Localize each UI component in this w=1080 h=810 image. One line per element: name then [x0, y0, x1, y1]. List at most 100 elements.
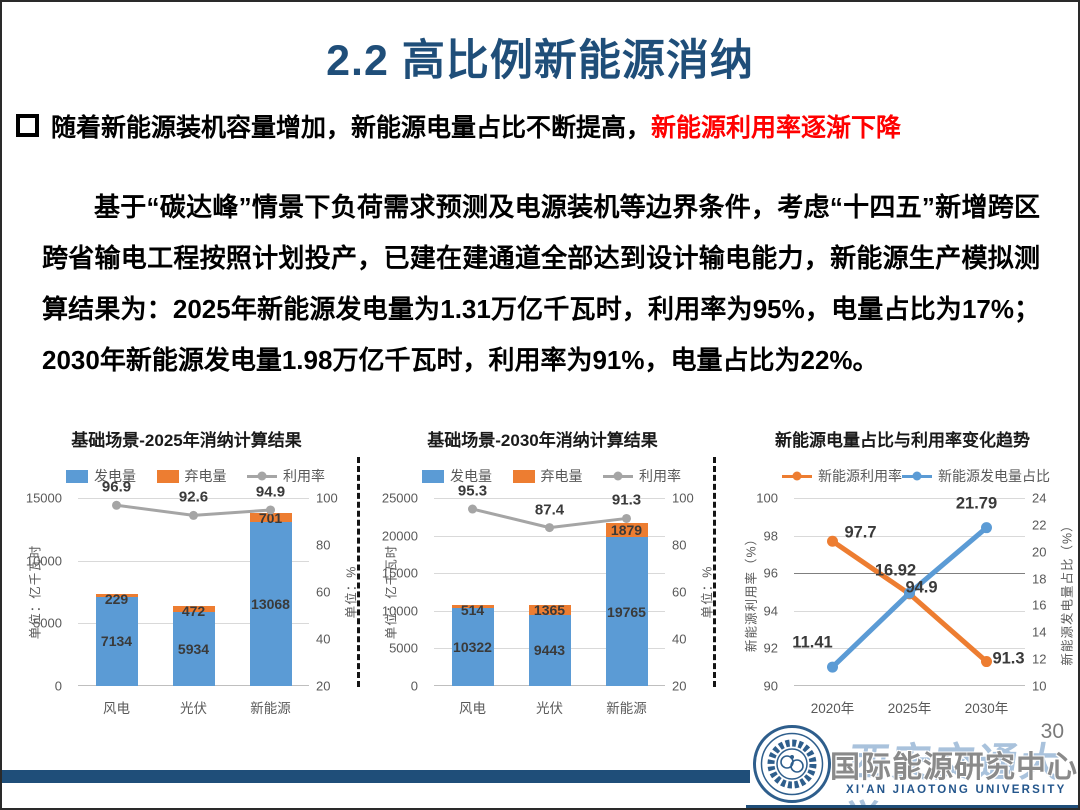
chart-title: 新能源电量占比与利用率变化趋势 [775, 431, 1030, 450]
legend-item: 新能源利用率 [782, 466, 902, 486]
left-tick-label: 92 [763, 640, 778, 656]
right-tick-label: 20 [672, 678, 687, 694]
right-tick-label: 20 [316, 678, 331, 694]
right-axis-ticks: 20 40 60 80 100 [313, 491, 355, 694]
right-tick-label: 100 [316, 490, 338, 506]
right-tick-label: 100 [672, 490, 694, 506]
bar-value-label: 1365 [533, 601, 566, 618]
legend-item: 利用率 [603, 466, 681, 486]
left-axis-ticks: 90 92 94 96 98 100 [730, 491, 786, 694]
right-tick-label: 60 [316, 584, 331, 600]
x-category-label: 光伏 [536, 701, 563, 716]
left-tick-label: 25000 [381, 490, 418, 506]
bar-value-label: 19765 [607, 603, 646, 620]
legend-label: 利用率 [283, 468, 325, 484]
dashed-divider [357, 457, 360, 687]
center-name-watermark: 国际能源研究中心 [830, 751, 1078, 784]
right-tick-label: 22 [1032, 517, 1047, 533]
plot-area: 10322 514 9443 1365 19765 1879 95.3 87.4 91.3 [434, 483, 665, 686]
legend-label: 发电量 [450, 468, 492, 484]
legend-line-swatch-icon [603, 470, 633, 483]
bar-segment [172, 611, 215, 686]
x-category-label: 新能源 [250, 701, 291, 716]
legend-item: 利用率 [247, 466, 325, 486]
line-value-label: 97.7 [844, 523, 877, 542]
chart-2025-panel: 基础场景-2025年消纳计算结果 发电量 弃电量 利用率 单位：亿千瓦时 单位：% … [14, 420, 359, 732]
left-tick-label: 90 [763, 678, 778, 694]
legend-bar-swatch-icon [66, 469, 88, 483]
chart-legend: 发电量 弃电量 利用率 [422, 466, 681, 486]
footer-bottom-accent [746, 805, 1078, 808]
bar-value-label: 514 [460, 601, 485, 618]
legend-label: 弃电量 [184, 468, 227, 484]
line-value-label: 91.3 [611, 491, 642, 509]
trend-lines [468, 504, 631, 533]
left-tick-label: 15000 [381, 565, 418, 581]
line-value-label: 96.9 [101, 478, 132, 496]
left-tick-label: 15000 [25, 490, 62, 506]
line-value-label: 94.9 [905, 578, 938, 597]
bullet-text-highlight: 新能源利用率逐渐下降 [651, 114, 902, 142]
right-axis-ticks: 10 12 14 16 18 20 22 24 [1029, 491, 1071, 694]
plot-area: 97.7 94.9 91.3 11.41 16.92 21.79 [792, 494, 1025, 686]
x-axis-labels: 风电 光伏 新能源 [434, 697, 665, 717]
x-category-label: 光伏 [180, 701, 207, 716]
body-paragraph: 基于“碳达峰”情景下负荷需求预测及电源装机等边界条件，考虑“十四五”新增跨区跨省… [42, 192, 1040, 375]
right-axis-ticks: 20 40 60 80 100 [669, 491, 711, 694]
left-tick-label: 5000 [389, 640, 418, 656]
gridline [434, 498, 665, 499]
bullet-text: 随着新能源装机容量增加，新能源电量占比不断提高， [51, 114, 652, 142]
legend-bar-swatch-icon [422, 469, 444, 483]
gridline [794, 573, 1025, 575]
right-tick-label: 20 [1032, 544, 1047, 560]
trend-lines [827, 522, 992, 673]
bar-value-label: 13068 [251, 596, 290, 613]
bar-segment [172, 605, 215, 612]
square-bullet-icon [16, 114, 39, 137]
footer-logo: 西安交通大学 国际能源研究中心 XI'AN JIAOTONG UNIVERSIT… [750, 718, 1078, 808]
bar-value-label: 5934 [177, 640, 210, 657]
bar-value-label: 472 [181, 602, 206, 619]
right-tick-label: 24 [1032, 490, 1047, 506]
x-category-label: 风电 [459, 701, 486, 716]
x-axis-labels: 风电 光伏 新能源 [78, 697, 309, 717]
bar-value-label: 7134 [100, 633, 133, 650]
line-value-label: 11.41 [792, 633, 833, 652]
line-value-label: 87.4 [534, 501, 565, 519]
x-category-label: 2025年 [887, 701, 932, 716]
x-axis-labels: 2020年 2025年 2030年 [794, 697, 1025, 717]
right-tick-label: 16 [1032, 597, 1047, 613]
legend-item: 发电量 [66, 466, 136, 486]
university-name-en: XI'AN JIAOTONG UNIVERSITY [846, 784, 1067, 796]
dashed-divider [713, 457, 716, 687]
bar-segment [95, 593, 138, 597]
legend-item: 发电量 [422, 466, 492, 486]
chart-title: 基础场景-2025年消纳计算结果 [71, 431, 302, 450]
bar-segment [451, 608, 494, 686]
legend-line-swatch-icon [782, 470, 812, 483]
right-tick-label: 80 [316, 537, 331, 553]
right-tick-label: 10 [1032, 678, 1047, 694]
bar-segment [451, 604, 494, 609]
page-title: 2.2 高比例新能源消纳 [326, 37, 754, 85]
bar-segment [528, 615, 571, 686]
bar-value-label: 1879 [610, 522, 643, 539]
legend-label: 新能源利用率 [818, 468, 902, 484]
legend-bar-swatch-icon [512, 469, 535, 483]
legend-label: 利用率 [639, 468, 681, 484]
bar-segment [249, 513, 292, 523]
legend-label: 弃电量 [540, 468, 583, 484]
bar-segment [249, 522, 292, 686]
right-tick-label: 80 [672, 537, 687, 553]
chart-2030-panel: 基础场景-2030年消纳计算结果 发电量 弃电量 利用率 单位：亿千瓦时 单位：% … [370, 420, 715, 732]
plot-area: 7134 229 5934 472 13068 701 96.9 92.6 94.9 [78, 479, 309, 686]
line-value-label: 94.9 [255, 483, 286, 501]
gridline [78, 498, 309, 499]
legend-item: 新能源发电量占比 [902, 466, 1050, 486]
x-category-label: 风电 [103, 701, 130, 716]
left-axis-ticks: 0 5000 10000 15000 20000 25000 [370, 491, 426, 694]
line-value-label: 92.6 [178, 488, 209, 506]
gridline [434, 535, 665, 537]
legend-label: 新能源发电量占比 [938, 468, 1050, 484]
